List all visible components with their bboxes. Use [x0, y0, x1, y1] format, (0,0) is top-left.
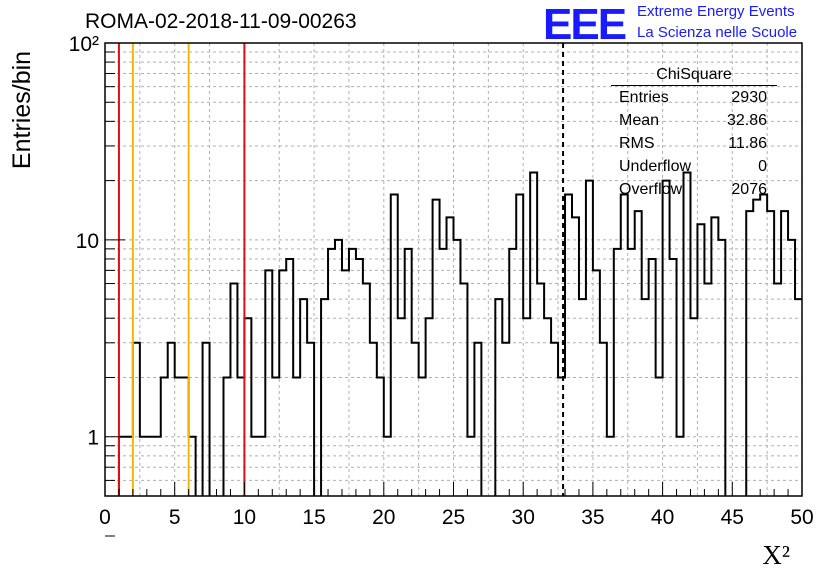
- stats-value: 0: [758, 158, 767, 175]
- stats-label: Mean: [619, 112, 660, 129]
- eee-logo: EEE: [543, 0, 627, 49]
- stats-title: ChiSquare: [611, 66, 777, 86]
- x-tick-label: 10: [233, 506, 256, 529]
- logo-caption-line2: La Scienza nelle Scuole: [637, 24, 798, 41]
- y-tick-label: 10²: [69, 33, 99, 56]
- stats-value: 2076: [731, 181, 767, 198]
- x-tick-label: 40: [651, 506, 674, 529]
- x-tick-label: 35: [581, 506, 604, 529]
- logo-caption-line1: Extreme Energy Events: [637, 3, 795, 20]
- x-tick-label: 25: [442, 506, 465, 529]
- stats-label: Underflow: [619, 158, 692, 175]
- x-tick-label: 5: [169, 506, 181, 529]
- x-axis-label: X²: [762, 540, 790, 570]
- y-tick-label: 10: [76, 230, 99, 253]
- x-tick-label: 50: [790, 506, 813, 529]
- x-tick-label: 0: [99, 506, 111, 529]
- y-axis-label: Entries/bin: [8, 51, 36, 169]
- x-tick-label: 45: [721, 506, 744, 529]
- stats-value: 11.86: [728, 135, 767, 152]
- stats-row-entries: Entries 2930: [611, 86, 777, 109]
- stats-label: Overflow: [619, 181, 683, 198]
- x-tick-label: 20: [372, 506, 395, 529]
- stats-row-underflow: Underflow 0: [611, 155, 777, 178]
- stats-value: 2930: [731, 89, 767, 106]
- x-tick-label: 30: [512, 506, 535, 529]
- y-tick-label: 1: [87, 427, 99, 450]
- histogram-series: [117, 171, 802, 496]
- stats-row-rms: RMS 11.86: [611, 132, 777, 155]
- stats-label: RMS: [619, 135, 655, 152]
- stats-box: ChiSquare Entries 2930 Mean 32.86 RMS 11.86…: [611, 66, 777, 201]
- chart-title: ROMA-02-2018-11-09-00263: [85, 10, 357, 33]
- x-tick-label: 15: [302, 506, 325, 529]
- stats-value: 32.86: [726, 112, 767, 129]
- stats-row-mean: Mean 32.86: [611, 109, 777, 132]
- stats-row-overflow: Overflow 2076: [611, 178, 777, 201]
- stats-label: Entries: [619, 89, 669, 106]
